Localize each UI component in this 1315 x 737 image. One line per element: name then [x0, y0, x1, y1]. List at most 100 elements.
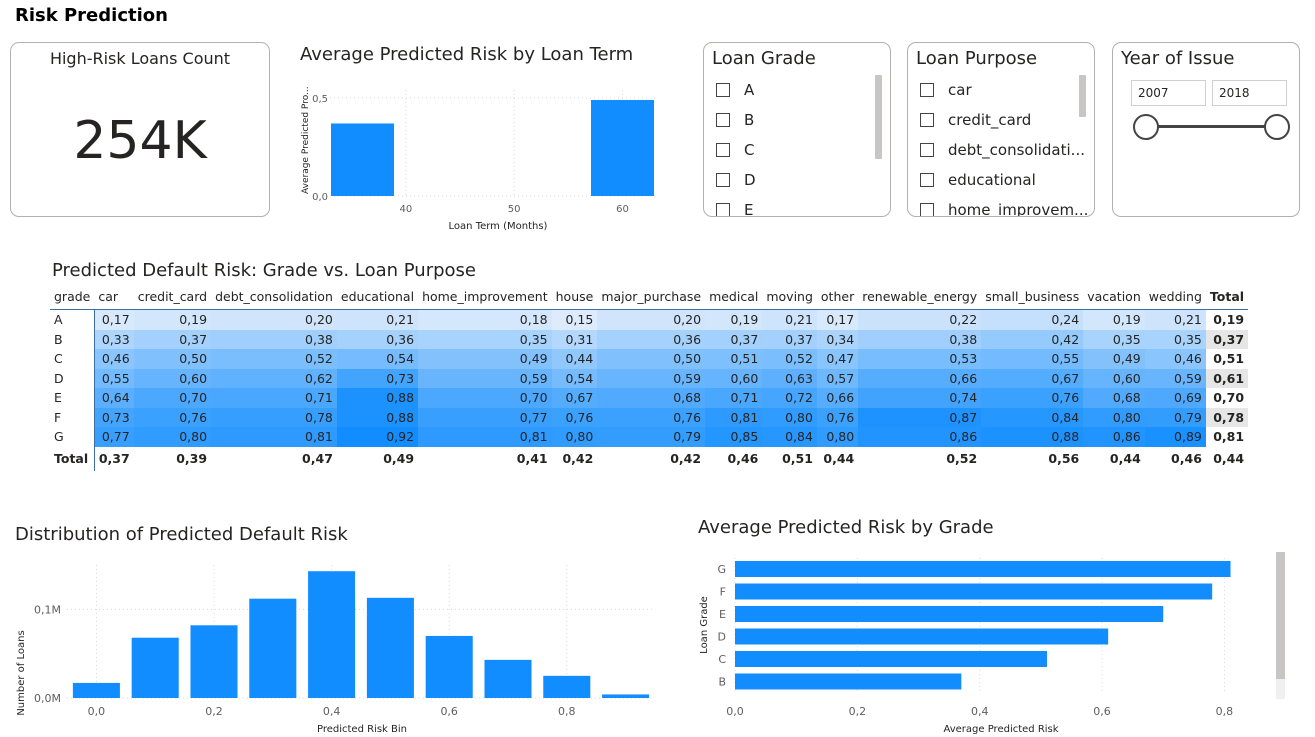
- matrix-row-total[interactable]: 0,81: [1213, 429, 1245, 445]
- matrix-column-total[interactable]: 0,41: [516, 451, 548, 466]
- dist-bar[interactable]: [131, 637, 179, 698]
- matrix-cell[interactable]: 0,59: [418, 368, 552, 388]
- matrix-cell[interactable]: 0,33: [94, 329, 134, 349]
- loan-grade-slicer[interactable]: Loan Grade A B C D E: [703, 42, 891, 217]
- matrix-cell[interactable]: 0,18: [418, 309, 552, 330]
- matrix-cell[interactable]: 0,49: [418, 349, 552, 369]
- matrix-row-total[interactable]: 0,19: [1205, 309, 1249, 330]
- kpi-card[interactable]: High-Risk Loans Count 254K: [10, 42, 270, 217]
- matrix-column-total[interactable]: 0,42: [562, 451, 594, 466]
- matrix-cell[interactable]: 0,76: [551, 407, 598, 427]
- matrix-column-header[interactable]: home_improvement: [422, 288, 548, 304]
- dist-bar[interactable]: [484, 659, 532, 698]
- matrix-cell[interactable]: 0,21: [1144, 309, 1206, 330]
- matrix-cell[interactable]: 0,88: [336, 388, 419, 408]
- matrix-cell[interactable]: 0,34: [816, 329, 859, 349]
- matrix-cell[interactable]: 0,42: [981, 329, 1084, 349]
- matrix-cell[interactable]: 0,15: [551, 309, 598, 330]
- matrix-cell[interactable]: 0,79: [597, 427, 706, 447]
- grade-bar[interactable]: [735, 606, 1164, 622]
- loan-purpose-scrollbar[interactable]: [1079, 75, 1086, 117]
- matrix-cell[interactable]: 0,44: [551, 349, 598, 369]
- matrix-cell[interactable]: 0,35: [1144, 329, 1206, 349]
- matrix-cell[interactable]: 0,71: [705, 388, 763, 408]
- matrix-column-header[interactable]: vacation: [1087, 288, 1141, 304]
- matrix-cell[interactable]: 0,38: [858, 329, 982, 349]
- matrix-column-header[interactable]: debt_consolidation: [215, 288, 333, 304]
- matrix-cell[interactable]: 0,77: [94, 427, 134, 447]
- matrix-cell[interactable]: 0,17: [94, 309, 134, 330]
- matrix-cell[interactable]: 0,67: [551, 388, 598, 408]
- matrix-cell[interactable]: 0,52: [762, 349, 817, 369]
- matrix-cell[interactable]: 0,57: [816, 368, 859, 388]
- matrix-row-header[interactable]: A: [50, 309, 95, 330]
- matrix-cell[interactable]: 0,77: [418, 407, 552, 427]
- matrix-column-total[interactable]: 0,44: [823, 451, 855, 466]
- slicer-option-purpose-credit-card[interactable]: credit_card: [920, 105, 1031, 135]
- matrix-row-header[interactable]: E: [50, 388, 95, 408]
- matrix-cell[interactable]: 0,50: [133, 349, 212, 369]
- matrix-cell[interactable]: 0,20: [211, 309, 337, 330]
- loan-purpose-slicer[interactable]: Loan Purpose car credit_card debt_consol…: [907, 42, 1095, 217]
- matrix-cell[interactable]: 0,73: [94, 407, 134, 427]
- matrix-cell[interactable]: 0,21: [336, 309, 419, 330]
- slicer-option-purpose-home-improvement[interactable]: home_improvem...: [920, 195, 1088, 216]
- matrix-row-header[interactable]: G: [50, 427, 95, 447]
- slicer-option-grade-a[interactable]: A: [716, 75, 754, 105]
- dist-bar[interactable]: [602, 694, 650, 698]
- checkbox[interactable]: [920, 203, 934, 216]
- matrix-column-total[interactable]: 0,37: [98, 451, 130, 466]
- matrix-row-total[interactable]: 0,37: [1205, 329, 1249, 349]
- matrix-cell[interactable]: 0,24: [981, 309, 1084, 330]
- matrix-total-header[interactable]: Total: [1209, 288, 1245, 304]
- checkbox[interactable]: [920, 113, 934, 127]
- matrix-column-header[interactable]: small_business: [985, 288, 1080, 304]
- grade-bar[interactable]: [735, 673, 962, 690]
- matrix-cell[interactable]: 0,80: [133, 427, 212, 447]
- matrix-cell[interactable]: 0,87: [858, 407, 982, 427]
- year-from-input[interactable]: 2007: [1131, 80, 1206, 106]
- matrix-column-header[interactable]: car: [98, 288, 119, 304]
- matrix-cell[interactable]: 0,51: [705, 349, 763, 369]
- checkbox[interactable]: [716, 113, 730, 127]
- checkbox[interactable]: [716, 143, 730, 157]
- matrix-cell[interactable]: 0,78: [211, 407, 337, 427]
- matrix-cell[interactable]: 0,54: [336, 349, 419, 369]
- slicer-option-grade-d[interactable]: D: [716, 165, 756, 195]
- checkbox[interactable]: [716, 83, 730, 97]
- term-bar[interactable]: [591, 99, 654, 196]
- matrix-cell[interactable]: 0,86: [1083, 427, 1145, 447]
- grade-bar[interactable]: [735, 628, 1109, 645]
- matrix-cell[interactable]: 0,62: [211, 368, 337, 388]
- matrix-cell[interactable]: 0,63: [762, 368, 817, 388]
- matrix-cell[interactable]: 0,76: [981, 388, 1084, 408]
- matrix-cell[interactable]: 0,60: [1083, 368, 1145, 388]
- matrix-cell[interactable]: 0,47: [816, 349, 859, 369]
- matrix-cell[interactable]: 0,31: [551, 329, 598, 349]
- matrix-column-header[interactable]: renewable_energy: [862, 288, 978, 304]
- matrix-column-header[interactable]: other: [820, 288, 855, 304]
- matrix-cell[interactable]: 0,84: [762, 427, 817, 447]
- slicer-option-purpose-car[interactable]: car: [920, 75, 972, 105]
- matrix-cell[interactable]: 0,80: [816, 427, 859, 447]
- matrix-cell[interactable]: 0,81: [418, 427, 552, 447]
- matrix-cell[interactable]: 0,66: [816, 388, 859, 408]
- matrix-column-header[interactable]: educational: [340, 288, 415, 304]
- matrix-cell[interactable]: 0,71: [211, 388, 337, 408]
- term-chart[interactable]: 0,0 0,5 40 50 60 Average Predicted Pro... Lo…: [295, 70, 665, 235]
- matrix-column-header[interactable]: major_purchase: [601, 288, 702, 304]
- matrix-cell[interactable]: 0,37: [762, 329, 817, 349]
- matrix-cell[interactable]: 0,66: [858, 368, 982, 388]
- matrix-cell[interactable]: 0,50: [597, 349, 706, 369]
- matrix-cell[interactable]: 0,88: [981, 427, 1084, 447]
- matrix-cell[interactable]: 0,17: [816, 309, 859, 330]
- checkbox[interactable]: [920, 83, 934, 97]
- dist-chart[interactable]: 0,0M0,1M0,0 0,2 0,4 0,6 0,8 Number of Loans …: [10, 555, 660, 737]
- slicer-option-grade-b[interactable]: B: [716, 105, 754, 135]
- matrix-column-header[interactable]: credit_card: [137, 288, 208, 304]
- matrix-cell[interactable]: 0,55: [981, 349, 1084, 369]
- year-of-issue-slicer[interactable]: Year of Issue 2007 2018: [1112, 42, 1300, 217]
- matrix-cell[interactable]: 0,76: [597, 407, 706, 427]
- matrix-cell[interactable]: 0,60: [705, 368, 763, 388]
